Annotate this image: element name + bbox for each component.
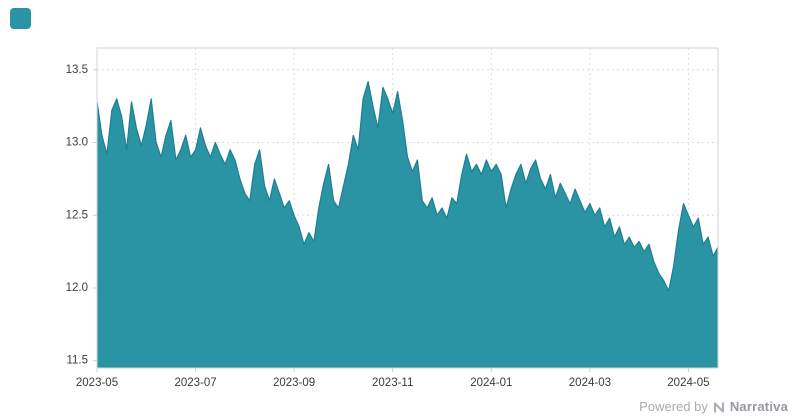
svg-text:13.5: 13.5 [66, 64, 88, 76]
svg-text:2023-09: 2023-09 [273, 377, 315, 389]
brand-name-label: Narrativa [729, 399, 788, 414]
powered-by-footer: Powered by Narrativa [639, 399, 788, 414]
svg-text:12.0: 12.0 [66, 282, 88, 294]
svg-text:2023-11: 2023-11 [372, 377, 413, 389]
powered-by-label: Powered by [639, 399, 708, 414]
svg-text:11.5: 11.5 [66, 355, 88, 367]
svg-text:2023-07: 2023-07 [174, 377, 216, 389]
chart-area: 11.5 12.0 12.5 13.0 13.5 2023-05 2023-07 2023-0… [66, 47, 719, 389]
svg-text:12.5: 12.5 [66, 209, 88, 221]
svg-text:13.0: 13.0 [66, 137, 88, 149]
svg-text:2024-03: 2024-03 [569, 377, 611, 389]
price-area-chart: 11.5 12.0 12.5 13.0 13.5 2023-05 2023-07 2023-0… [66, 47, 719, 389]
svg-text:2024-01: 2024-01 [470, 377, 512, 389]
svg-text:2024-05: 2024-05 [667, 377, 709, 389]
narrativa-logo-icon [10, 8, 31, 29]
svg-text:2023-05: 2023-05 [76, 377, 118, 389]
narrativa-n-icon [713, 401, 724, 413]
